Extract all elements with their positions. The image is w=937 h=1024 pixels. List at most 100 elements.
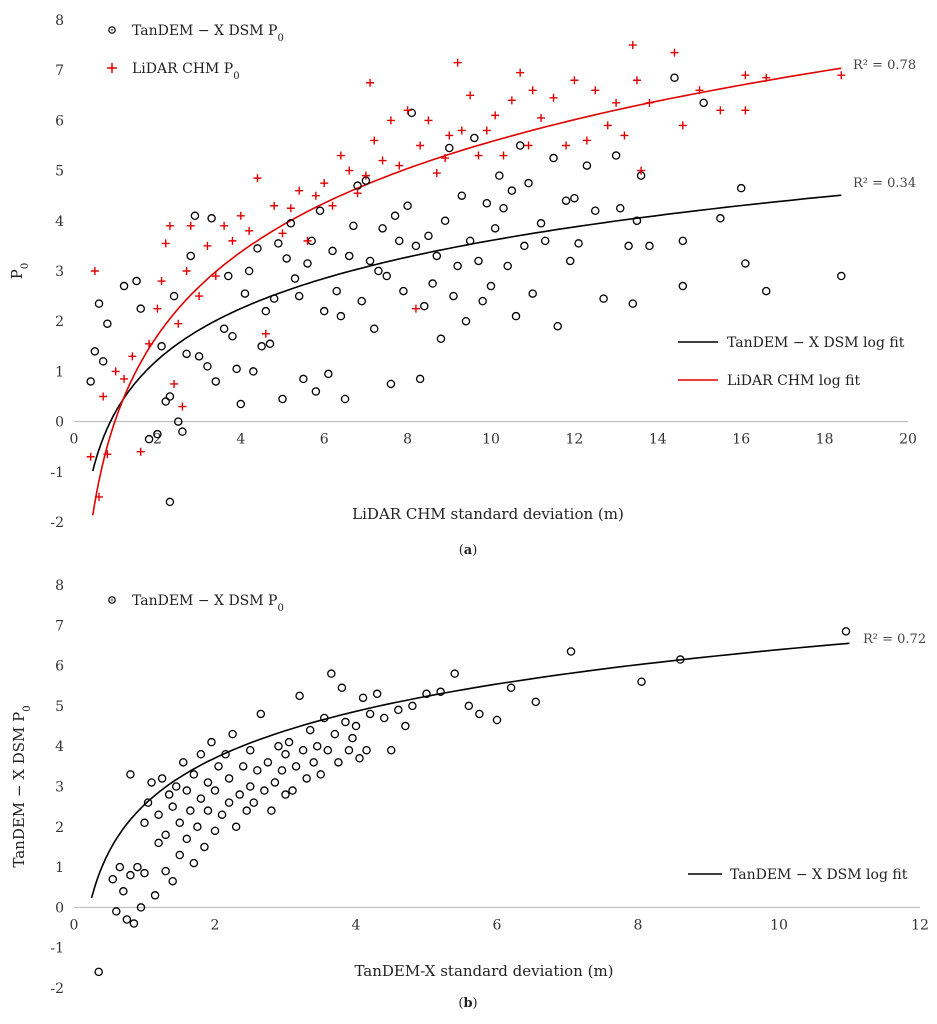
panel-a-point-lidar — [170, 379, 179, 388]
panel-a-point-lidar — [474, 151, 483, 160]
panel-a-point-lidar — [353, 189, 362, 198]
panel-a-point-tandem — [236, 399, 246, 409]
panel-b-point-tandem — [235, 790, 244, 799]
panel-a-point-lidar — [90, 267, 99, 275]
panel-b-r2-label-1: R² = 0.72 — [863, 632, 926, 647]
panel-b-point-tandem — [330, 729, 340, 739]
panel-b-legend-marker-dot — [110, 598, 114, 602]
panel-a-point-tandem — [565, 256, 575, 266]
panel-a-point-lidar — [582, 136, 591, 145]
panel-a-legend-line-label: LiDAR CHM log fit — [727, 373, 860, 389]
panel-b-point-tandem — [200, 842, 209, 852]
panel-a-point-tandem — [136, 304, 145, 313]
panel-a-point-tandem — [591, 206, 600, 216]
panel-a-point-lidar — [236, 211, 245, 220]
panel-b-point-tandem — [365, 709, 375, 719]
panel-a-point-tandem — [461, 316, 471, 326]
panel-b-point-tandem — [108, 874, 118, 884]
panel-a-point-lidar — [386, 116, 395, 125]
panel-a-point-tandem — [157, 342, 166, 351]
panel-a-point-lidar — [228, 236, 237, 245]
panel-b-point-tandem — [270, 778, 280, 787]
panel-b-y-tick-label: 0 — [55, 900, 64, 916]
panel-a-point-lidar — [466, 91, 475, 100]
panel-b-point-tandem — [302, 774, 311, 783]
panel-a-y-tick-label: 2 — [55, 314, 64, 330]
panel-a-point-tandem — [536, 219, 546, 228]
panel-a-point-lidar — [378, 156, 387, 165]
panel-a-point-tandem — [395, 236, 404, 246]
panel-a-point-lidar — [336, 151, 345, 160]
panel-b-point-tandem — [210, 826, 220, 836]
panel-a-point-lidar — [432, 169, 441, 178]
panel-a-x-tick-label: 4 — [236, 432, 245, 448]
panel-b-point-tandem — [341, 717, 350, 727]
panel-a-point-tandem — [528, 289, 537, 298]
panel-b-point-tandem — [224, 774, 234, 783]
panel-a-x-tick-label: 8 — [403, 432, 412, 448]
panel-a-point-tandem — [228, 332, 237, 341]
panel-a-point-tandem — [678, 236, 688, 246]
panel-b-point-tandem — [351, 721, 361, 731]
panel-a-y-tick-label: 3 — [55, 264, 64, 280]
panel-b-caption: (b) — [458, 996, 477, 1011]
panel-a-point-lidar — [286, 204, 295, 213]
panel-b-point-tandem — [175, 818, 184, 828]
panel-b-point-tandem — [115, 862, 125, 872]
panel-a-point-tandem — [165, 497, 175, 507]
panel-b-point-tandem — [242, 806, 251, 815]
panel-a-point-tandem — [632, 216, 642, 226]
panel-a-point-lidar — [524, 141, 533, 150]
panel-b-point-tandem — [841, 627, 851, 636]
panel-b-point-tandem — [196, 750, 206, 759]
panel-a-point-tandem — [420, 301, 429, 311]
panel-a-r2-label-2: R² = 0.78 — [853, 58, 916, 73]
panel-a-point-tandem — [328, 246, 337, 256]
panel-a-point-lidar — [441, 154, 450, 163]
panel-b-point-tandem — [531, 697, 541, 707]
panel-a-point-tandem — [153, 429, 162, 439]
panel-b-point-tandem — [394, 705, 403, 715]
panel-a-point-lidar — [178, 402, 187, 411]
panel-b-point-tandem — [150, 891, 160, 900]
panel-b-point-tandem — [305, 725, 315, 735]
panel-b-x-tick-label: 12 — [911, 917, 929, 933]
panel-a-point-lidar — [345, 166, 354, 175]
panel-a-legend-label: LiDAR CHM P0 — [132, 61, 240, 82]
panel-a-point-tandem — [741, 259, 750, 268]
panel-a-y-tick-label: 6 — [55, 113, 64, 129]
panel-a-point-tandem — [436, 334, 446, 344]
panel-a-point-lidar — [695, 86, 704, 95]
panel-a-y-tick-label: 8 — [55, 13, 64, 29]
panel-b-point-tandem — [189, 858, 199, 868]
panel-b-point-tandem — [436, 687, 445, 697]
panel-b-point-tandem — [161, 866, 170, 876]
panel-a-point-lidar — [528, 86, 537, 95]
panel-a-point-lidar — [537, 113, 546, 122]
panel-a-point-lidar — [482, 126, 491, 135]
panel-a-point-lidar — [128, 352, 137, 361]
panel-a-point-tandem — [369, 324, 379, 333]
panel-a-point-lidar — [203, 241, 212, 250]
panel-b-point-tandem — [288, 786, 297, 795]
panel-a-point-lidar — [86, 452, 95, 461]
panel-a-x-tick-label: 12 — [565, 432, 583, 448]
panel-a-point-tandem — [390, 211, 400, 221]
panel-a-point-tandem — [319, 306, 329, 316]
panel-b-point-tandem — [475, 709, 484, 719]
panel-a-point-lidar — [261, 329, 270, 338]
panel-b-point-tandem — [214, 762, 223, 771]
panel-a-legend-marker-plus — [107, 63, 117, 73]
panel-a-point-lidar — [111, 367, 120, 376]
panel-b-point-tandem — [154, 838, 163, 848]
panel-b-point-tandem — [210, 786, 220, 795]
panel-a-point-tandem — [457, 191, 467, 200]
panel-b-x-tick-label: 4 — [352, 917, 361, 933]
panel-a-point-tandem — [161, 397, 170, 406]
panel-a-x-tick-label: 0 — [70, 432, 79, 448]
panel-a-point-tandem — [424, 231, 433, 241]
panel-a-point-tandem — [182, 349, 191, 359]
panel-b-point-tandem — [320, 713, 329, 723]
panel-b-point-tandem — [119, 887, 128, 896]
panel-a-point-lidar — [174, 319, 183, 328]
